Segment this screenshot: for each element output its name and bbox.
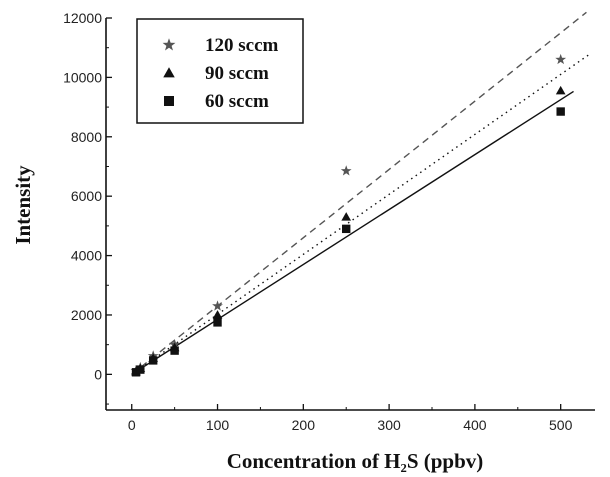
data-point-square (213, 318, 222, 327)
data-point-star (340, 165, 352, 176)
x-axis-title: Concentration of H₂S (ppbv) (227, 449, 484, 473)
axes-layer: 0 2000 4000 6000 8000 10000 12000 0 100 200 300 400… (63, 10, 595, 433)
x-tick-label: 200 (292, 417, 316, 433)
legend-marker-star (162, 38, 176, 51)
fit-line (131, 11, 587, 375)
data-point-star (212, 300, 223, 311)
x-tick-label: 100 (206, 417, 230, 433)
data-point-square (148, 356, 158, 365)
legend: 120 sccm 90 sccm 60 sccm (136, 18, 304, 124)
legend-label-90: 90 sccm (205, 63, 269, 84)
x-tick-label: 400 (463, 417, 487, 433)
data-point-triangle (555, 85, 566, 95)
y-tick-label: 6000 (71, 188, 102, 204)
legend-marker-triangle (163, 67, 175, 78)
data-point-square (131, 368, 141, 377)
data-point-triangle (341, 212, 352, 221)
y-tick-label: 8000 (71, 129, 102, 145)
data-point-square (556, 107, 565, 116)
legend-marker-square (164, 96, 174, 106)
data-point-square (170, 346, 179, 355)
x-tick-label: 0 (128, 417, 136, 433)
x-tick-label: 300 (377, 417, 401, 433)
data-points (130, 53, 567, 377)
data-point-square (342, 224, 351, 234)
data-point-square (136, 365, 145, 374)
data-point-triangle (212, 310, 223, 319)
fit-line (131, 90, 574, 375)
y-tick-label: 12000 (63, 10, 102, 26)
y-tick-label: 4000 (71, 248, 102, 264)
x-tick-label: 500 (549, 417, 573, 433)
y-tick-label: 10000 (63, 69, 102, 85)
y-tick-label: 0 (94, 366, 102, 382)
data-point-star (555, 53, 567, 65)
legend-label-60: 60 sccm (205, 91, 269, 112)
y-axis-title: Intensity (11, 165, 35, 245)
legend-label-120: 120 sccm (205, 35, 279, 56)
fit-lines (131, 11, 592, 375)
legend-markers (162, 38, 176, 106)
y-tick-label: 2000 (71, 307, 102, 323)
